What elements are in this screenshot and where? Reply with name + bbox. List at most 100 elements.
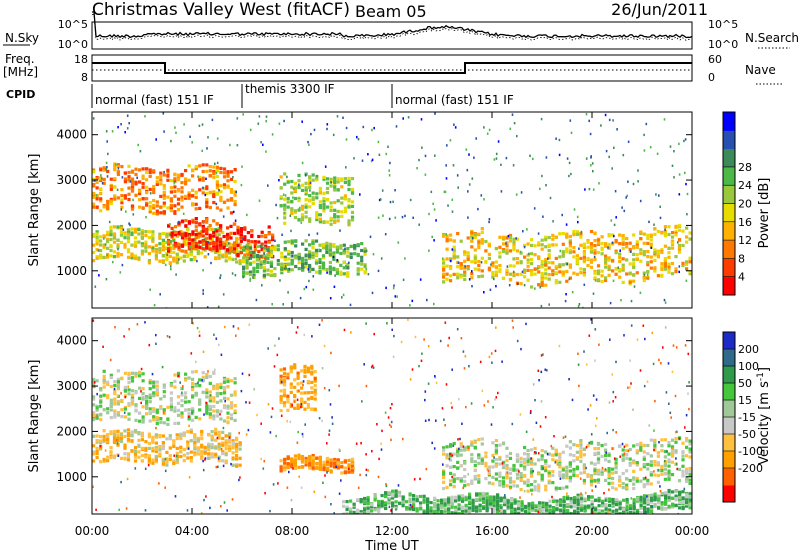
heatmap-cell — [166, 405, 170, 409]
heatmap-cell — [175, 233, 179, 237]
heatmap-cell — [293, 181, 297, 185]
heatmap-cell — [219, 229, 223, 233]
nsearch-label: N.Search — [745, 31, 799, 45]
heatmap-cell — [667, 452, 671, 456]
heatmap-cell — [336, 177, 340, 181]
heatmap-cell — [352, 505, 356, 509]
heatmap-cell — [686, 268, 688, 272]
heatmap-cell — [445, 247, 449, 251]
heatmap-cell — [264, 240, 268, 244]
heatmap-cell — [205, 405, 209, 409]
heatmap-cell — [398, 501, 402, 505]
heatmap-cell — [589, 250, 594, 254]
heatmap-cell — [596, 458, 601, 462]
heatmap-cell — [529, 154, 531, 157]
heatmap-cell — [340, 178, 344, 182]
heatmap-cell — [343, 460, 347, 464]
heatmap-cell — [505, 476, 509, 480]
heatmap-cell — [297, 208, 301, 212]
heatmap-cell — [287, 240, 291, 244]
heatmap-cell — [628, 457, 632, 461]
heatmap-cell — [526, 264, 530, 268]
heatmap-cell — [137, 450, 141, 454]
heatmap-cell — [544, 276, 548, 280]
heatmap-cell — [126, 114, 129, 117]
heatmap-cell — [304, 262, 308, 266]
heatmap-cell — [130, 243, 134, 247]
heatmap-cell — [144, 233, 148, 237]
heatmap-cell — [238, 447, 242, 451]
heatmap-cell — [685, 436, 689, 441]
heatmap-cell — [349, 252, 353, 256]
heatmap-cell — [463, 467, 467, 472]
heatmap-cell — [196, 452, 200, 456]
heatmap-cell — [133, 449, 138, 453]
heatmap-cell — [349, 510, 353, 514]
heatmap-cell — [611, 476, 615, 481]
heatmap-cell — [116, 251, 120, 255]
heatmap-cell — [173, 173, 177, 177]
heatmap-cell — [349, 255, 353, 260]
heatmap-cell — [463, 273, 467, 277]
heatmap-cell — [116, 400, 120, 404]
heatmap-cell — [175, 131, 177, 134]
heatmap-cell — [663, 463, 667, 467]
heatmap-cell — [548, 508, 552, 513]
heatmap-cell — [540, 281, 544, 285]
heatmap-cell — [508, 471, 513, 475]
heatmap-cell — [674, 267, 678, 271]
heatmap-cell — [512, 274, 516, 278]
heatmap-cell — [282, 303, 284, 306]
heatmap-cell — [335, 247, 339, 251]
heatmap-cell — [141, 379, 145, 383]
heatmap-cell — [635, 253, 639, 257]
heatmap-cell — [422, 500, 426, 504]
heatmap-cell — [113, 392, 117, 396]
heatmap-cell — [252, 273, 256, 277]
heatmap-cell — [457, 498, 461, 502]
heatmap-cell — [99, 256, 103, 260]
nsky-tick-top: 10^5 — [58, 18, 88, 31]
heatmap-cell — [161, 238, 165, 242]
heatmap-cell — [208, 242, 212, 246]
heatmap-cell — [215, 387, 219, 391]
heatmap-cell — [632, 262, 636, 266]
heatmap-cell — [614, 267, 618, 271]
heatmap-cell — [527, 504, 531, 508]
heatmap-cell — [501, 484, 506, 488]
heatmap-cell — [290, 250, 294, 255]
heatmap-cell — [583, 497, 587, 501]
heatmap-cell — [632, 478, 636, 482]
heatmap-cell — [313, 391, 317, 395]
heatmap-cell — [336, 215, 340, 219]
heatmap-cell — [148, 411, 152, 415]
heatmap-cell — [667, 232, 671, 237]
heatmap-cell — [645, 122, 648, 126]
heatmap-cell — [318, 213, 322, 217]
heatmap-cell — [104, 243, 107, 246]
heatmap-cell — [102, 374, 106, 379]
heatmap-cell — [547, 235, 551, 240]
heatmap-cell — [308, 219, 312, 223]
heatmap-cell — [102, 429, 106, 433]
heatmap-cell — [363, 252, 367, 256]
heatmap-cell — [487, 469, 491, 474]
heatmap-cell — [224, 447, 228, 451]
heatmap-cell — [618, 242, 622, 246]
heatmap-cell — [119, 432, 124, 436]
heatmap-cell — [611, 167, 613, 170]
heatmap-cell — [172, 256, 176, 260]
heatmap-cell — [484, 260, 488, 264]
heatmap-cell — [141, 185, 145, 189]
heatmap-cell — [643, 273, 646, 277]
heatmap-cell — [250, 229, 254, 233]
heatmap-cell — [95, 256, 99, 260]
heatmap-cell — [678, 173, 681, 176]
heatmap-cell — [589, 474, 594, 478]
heatmap-cell — [360, 267, 364, 271]
heatmap-cell — [144, 115, 146, 118]
heatmap-cell — [215, 243, 219, 247]
heatmap-cell — [311, 173, 315, 177]
heatmap-cell — [443, 190, 446, 193]
heatmap-cell — [535, 516, 538, 519]
